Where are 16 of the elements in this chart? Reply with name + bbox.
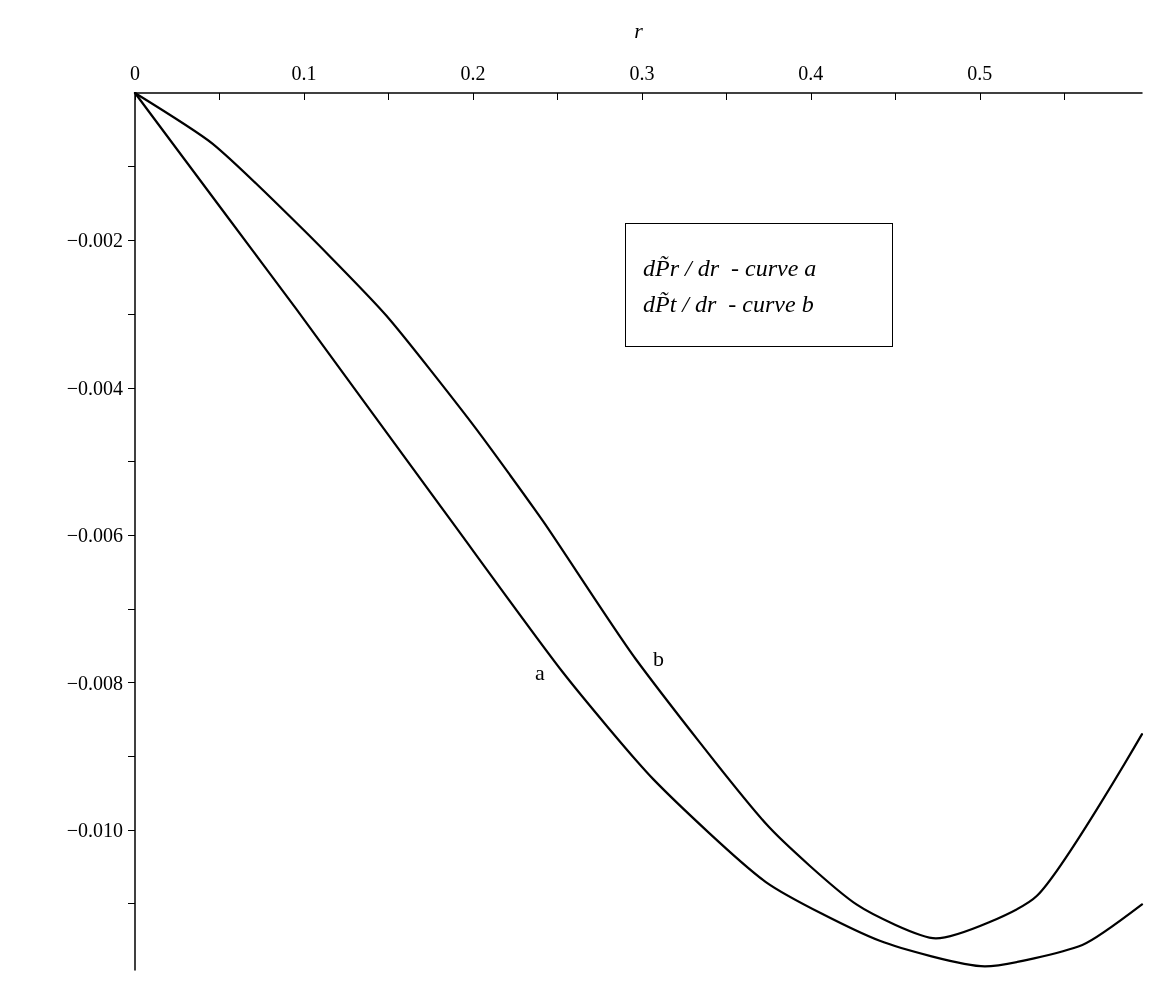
x-tick-label: 0.4 — [798, 62, 824, 84]
x-tick-label: 0.3 — [629, 62, 655, 84]
annotation: dP̃t / dr - curve b — [643, 291, 814, 317]
x-tick-label: 0.1 — [291, 62, 317, 84]
x-tick-label: 0 — [130, 62, 140, 84]
series-label: b — [653, 645, 665, 671]
x-tick-label: 0.5 — [967, 62, 993, 84]
y-tick-label: −0.002 — [66, 229, 123, 252]
series-label: a — [535, 659, 546, 685]
y-tick-label: −0.004 — [66, 376, 123, 399]
y-tick-label: −0.006 — [66, 524, 123, 547]
x-tick-label: 0.2 — [460, 62, 486, 84]
y-tick-label: −0.008 — [66, 671, 123, 694]
y-tick-label: −0.010 — [66, 818, 123, 841]
annotation: dP̃r / dr - curve a — [643, 255, 817, 281]
x-axis-title: r — [634, 17, 644, 43]
